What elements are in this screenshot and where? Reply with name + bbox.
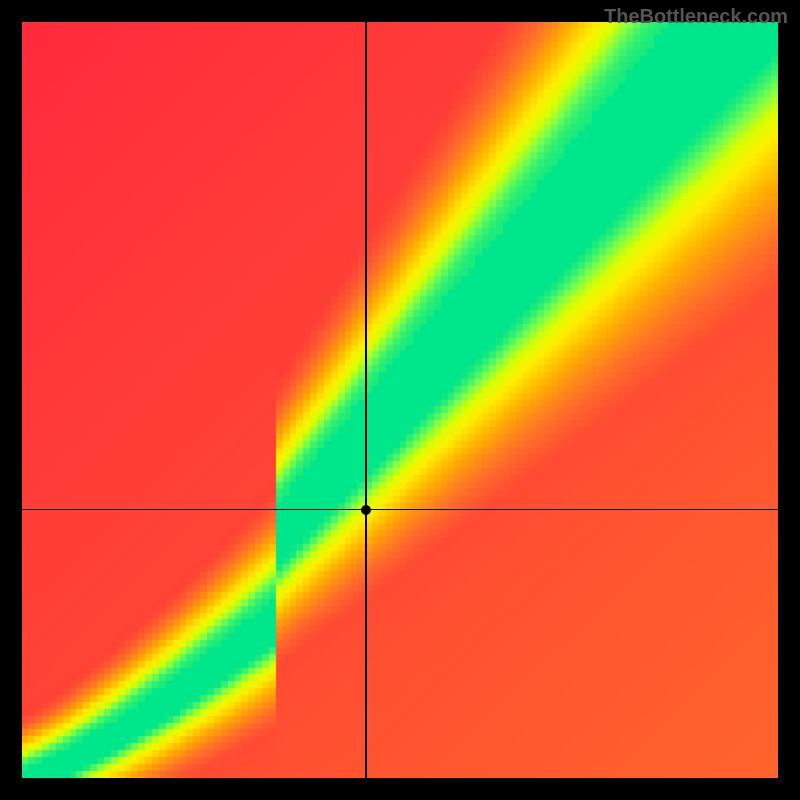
plot-area <box>22 22 778 778</box>
selected-point-marker <box>361 505 371 515</box>
bottleneck-heatmap <box>22 22 778 778</box>
watermark-label: TheBottleneck.com <box>604 6 788 29</box>
crosshair-vertical <box>365 22 367 778</box>
crosshair-horizontal <box>22 509 778 511</box>
